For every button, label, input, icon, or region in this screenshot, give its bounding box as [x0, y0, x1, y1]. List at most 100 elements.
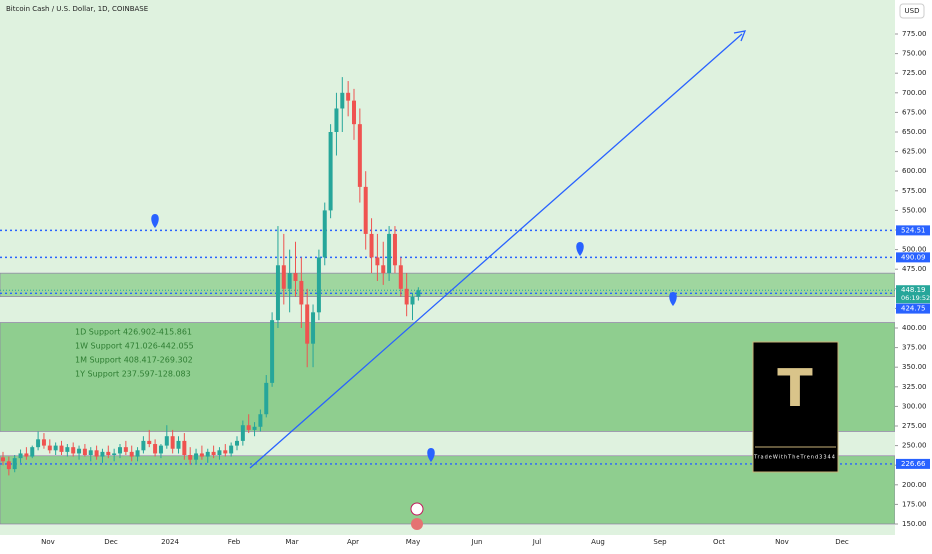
y-tick-label: 675.00 — [902, 108, 927, 116]
y-tick-label: 600.00 — [902, 167, 927, 175]
logo-text: TradeWithTheTrend3344 — [753, 455, 836, 461]
candle-body — [158, 445, 163, 454]
candle-body — [363, 186, 368, 234]
level-label: 226.66 — [901, 460, 926, 468]
last-price-badge — [896, 285, 930, 304]
last-price-label: 448.19 — [901, 286, 926, 294]
x-tick-label: Apr — [347, 538, 359, 546]
candle-body — [188, 455, 193, 460]
candle-body — [352, 100, 356, 125]
candle-body — [293, 273, 298, 281]
candle-body — [381, 265, 386, 274]
candle-body — [94, 450, 99, 457]
support-text: 1W Support 471.026-442.055 — [75, 342, 194, 351]
candle-body — [229, 445, 234, 454]
candle-body — [205, 451, 210, 457]
candle-body — [357, 124, 362, 187]
candle-body — [129, 451, 134, 457]
candle-body — [147, 440, 152, 445]
level-badge — [896, 252, 930, 263]
time-axis — [0, 535, 895, 550]
title: Bitcoin Cash / U.S. Dollar, 1D, COINBASE — [6, 5, 148, 13]
candle-body — [299, 280, 304, 305]
marker-badge — [896, 303, 930, 314]
y-tick-label: 625.00 — [902, 148, 927, 156]
candle-body — [270, 320, 275, 383]
candle-body — [182, 440, 187, 456]
level-label: 490.09 — [901, 253, 926, 261]
marker-label: 424.75 — [901, 305, 926, 313]
y-tick-label: 250.00 — [902, 442, 927, 450]
candle-body — [410, 296, 415, 305]
zone — [0, 322, 896, 432]
candle-body — [281, 265, 286, 289]
y-tick-label: 700.00 — [902, 89, 927, 97]
candle-body — [264, 382, 269, 415]
candle-body — [100, 451, 105, 457]
candle-body — [176, 440, 181, 449]
candle-body — [246, 425, 251, 430]
level-badge — [896, 225, 930, 236]
x-tick-label: Feb — [228, 538, 241, 546]
zone — [0, 455, 896, 525]
candle-body — [88, 450, 93, 456]
candle-body — [235, 440, 239, 446]
event-icon[interactable] — [410, 502, 424, 516]
candle-body — [316, 257, 321, 313]
candle-body — [211, 451, 216, 456]
x-tick-label: Sep — [653, 538, 667, 546]
flag-icon[interactable] — [411, 518, 423, 530]
candle-body — [199, 453, 204, 457]
candle-body — [24, 453, 29, 457]
y-tick-label: 350.00 — [902, 363, 927, 371]
y-tick-label: 300.00 — [902, 402, 927, 410]
y-tick-label: 550.00 — [902, 206, 927, 214]
currency: USD — [905, 7, 920, 15]
candle-body — [416, 290, 421, 297]
y-tick-label: 200.00 — [902, 481, 927, 489]
candle-body — [170, 436, 175, 449]
y-tick-label: 175.00 — [902, 500, 927, 508]
candle-body — [47, 445, 52, 451]
candle-body — [36, 439, 41, 448]
candle-body — [59, 445, 64, 452]
countdown: 06:19:52 — [901, 294, 930, 302]
y-tick-label: 750.00 — [902, 50, 927, 58]
candle-body — [398, 265, 403, 289]
candle-body — [311, 312, 316, 344]
candle-body — [118, 447, 122, 454]
candle-body — [322, 210, 327, 258]
price-axis — [895, 0, 932, 550]
x-tick-label: Nov — [775, 538, 789, 546]
markers — [151, 214, 677, 462]
y-tick-label: 400.00 — [902, 324, 927, 332]
candle-body — [53, 445, 58, 451]
candle-body — [404, 288, 409, 305]
candle-body — [153, 444, 158, 454]
candle-body — [387, 233, 392, 274]
currency-box[interactable] — [899, 3, 925, 19]
support-text: 1M Support 408.417-269.302 — [75, 356, 193, 365]
level-label: 524.51 — [901, 226, 926, 234]
y-tick-label: 150.00 — [902, 520, 927, 528]
x-tick-label: Aug — [591, 538, 605, 546]
candle-body — [123, 447, 128, 452]
candle-body — [112, 453, 117, 456]
candle-body — [135, 450, 140, 457]
y-tick-label: 775.00 — [902, 30, 927, 38]
candle-body — [223, 450, 228, 454]
candle-body — [217, 450, 222, 456]
candle-body — [82, 448, 87, 456]
candle-body — [164, 436, 169, 446]
candle-body — [12, 458, 17, 470]
x-tick-label: Oct — [713, 538, 725, 546]
candle-body — [240, 425, 245, 441]
y-tick-label: 475.00 — [902, 265, 927, 273]
x-tick-label: 2024 — [161, 538, 179, 546]
y-tick-label: 325.00 — [902, 383, 927, 391]
candle-body — [258, 414, 263, 427]
candle-body — [252, 426, 257, 430]
x-tick-label: Jun — [471, 538, 483, 546]
logo-letter: T — [777, 359, 813, 419]
